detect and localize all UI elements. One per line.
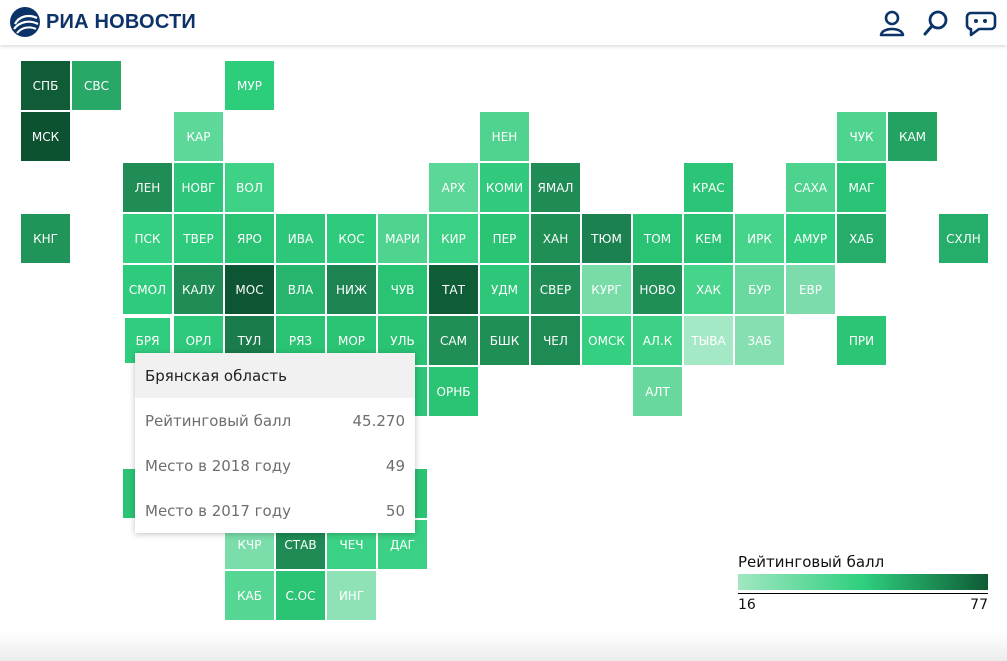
tooltip-label: Рейтинговый балл	[145, 411, 292, 430]
tooltip-label: Место в 2017 году	[145, 501, 291, 520]
region-tile-СВС[interactable]: СВС	[72, 61, 121, 110]
region-tile-МАРИ[interactable]: МАРИ	[378, 214, 427, 263]
bottom-fade	[0, 631, 1007, 661]
region-tile-ЧУК[interactable]: ЧУК	[837, 112, 886, 161]
region-tile-КНГ[interactable]: КНГ	[21, 214, 70, 263]
region-tile-ТАТ[interactable]: ТАТ	[429, 265, 478, 314]
region-tile-ВЛА[interactable]: ВЛА	[276, 265, 325, 314]
region-tile-СВЕР[interactable]: СВЕР	[531, 265, 580, 314]
chat-icon[interactable]	[965, 9, 997, 37]
region-tile-ОРНБ[interactable]: ОРНБ	[429, 367, 478, 416]
region-tile-ИНГ[interactable]: ИНГ	[327, 571, 376, 620]
region-tile-САМ[interactable]: САМ	[429, 316, 478, 365]
tooltip-value: 45.270	[352, 411, 406, 430]
region-tile-КАМ[interactable]: КАМ	[888, 112, 937, 161]
legend-gradient-bar	[738, 574, 988, 590]
region-tile-НОВО[interactable]: НОВО	[633, 265, 682, 314]
region-tile-ЧЕЛ[interactable]: ЧЕЛ	[531, 316, 580, 365]
region-tile-АРХ[interactable]: АРХ	[429, 163, 478, 212]
region-tile-ВОЛ[interactable]: ВОЛ	[225, 163, 274, 212]
region-tile-ЕВР[interactable]: ЕВР	[786, 265, 835, 314]
region-tile-КОМИ[interactable]: КОМИ	[480, 163, 529, 212]
tooltip-row-place-2017: Место в 2017 году 50	[135, 488, 415, 533]
region-tile-ИРК[interactable]: ИРК	[735, 214, 784, 263]
region-tile-ЛЕН[interactable]: ЛЕН	[123, 163, 172, 212]
region-tile-НИЖ[interactable]: НИЖ	[327, 265, 376, 314]
region-tile-СХЛН[interactable]: СХЛН	[939, 214, 988, 263]
tooltip-label: Место в 2018 году	[145, 456, 291, 475]
region-tile-МОС[interactable]: МОС	[225, 265, 274, 314]
region-tile-ХАК[interactable]: ХАК	[684, 265, 733, 314]
user-icon[interactable]	[878, 9, 906, 37]
region-tile-ХАН[interactable]: ХАН	[531, 214, 580, 263]
region-tile-ПРИ[interactable]: ПРИ	[837, 316, 886, 365]
region-tile-ЯРО[interactable]: ЯРО	[225, 214, 274, 263]
legend-title: Рейтинговый балл	[738, 553, 885, 571]
region-tile-АЛТ[interactable]: АЛТ	[633, 367, 682, 416]
region-tile-НЕН[interactable]: НЕН	[480, 112, 529, 161]
region-tile-КАБ[interactable]: КАБ	[225, 571, 274, 620]
region-tile-ЯМАЛ[interactable]: ЯМАЛ	[531, 163, 580, 212]
region-tile-КИР[interactable]: КИР	[429, 214, 478, 263]
region-tile-КЕМ[interactable]: КЕМ	[684, 214, 733, 263]
tooltip-row-place-2018: Место в 2018 году 49	[135, 443, 415, 488]
region-tile-АЛ.К[interactable]: АЛ.К	[633, 316, 682, 365]
brand-name: РИА НОВОСТИ	[46, 10, 196, 33]
site-header: РИА НОВОСТИ	[0, 0, 1007, 45]
region-tile-МАГ[interactable]: МАГ	[837, 163, 886, 212]
region-tile-МУР[interactable]: МУР	[225, 61, 274, 110]
region-tile-ОМСК[interactable]: ОМСК	[582, 316, 631, 365]
legend-max: 77	[970, 597, 988, 613]
region-tile-САХА[interactable]: САХА	[786, 163, 835, 212]
region-tile-ТВЕР[interactable]: ТВЕР	[174, 214, 223, 263]
search-icon[interactable]	[922, 9, 950, 37]
region-tile-ПЕР[interactable]: ПЕР	[480, 214, 529, 263]
region-tile-ТЮМ[interactable]: ТЮМ	[582, 214, 631, 263]
region-tile-ПСК[interactable]: ПСК	[123, 214, 172, 263]
region-tile-БШК[interactable]: БШК	[480, 316, 529, 365]
region-tile-КАЛУ[interactable]: КАЛУ	[174, 265, 223, 314]
region-tile-УДМ[interactable]: УДМ	[480, 265, 529, 314]
region-tile-ИВА[interactable]: ИВА	[276, 214, 325, 263]
tooltip-value: 50	[385, 501, 405, 520]
region-tile-КРАС[interactable]: КРАС	[684, 163, 733, 212]
region-tile-С.ОС[interactable]: С.ОС	[276, 571, 325, 620]
ria-logo[interactable]: РИА НОВОСТИ	[9, 6, 196, 38]
region-tile-АМУР[interactable]: АМУР	[786, 214, 835, 263]
region-tile-ЧУВ[interactable]: ЧУВ	[378, 265, 427, 314]
region-tile-МСК[interactable]: МСК	[21, 112, 70, 161]
region-tile-НОВГ[interactable]: НОВГ	[174, 163, 223, 212]
legend-scale: 16 77	[738, 593, 988, 613]
ria-globe-icon	[10, 7, 40, 37]
legend-min: 16	[738, 597, 756, 613]
region-tile-КАР[interactable]: КАР	[174, 112, 223, 161]
tooltip-title: Брянская область	[135, 353, 415, 398]
color-legend: Рейтинговый балл 16 77	[738, 552, 988, 613]
region-tooltip: Брянская область Рейтинговый балл 45.270…	[135, 353, 415, 533]
region-tile-СПБ[interactable]: СПБ	[21, 61, 70, 110]
region-tile-БУР[interactable]: БУР	[735, 265, 784, 314]
region-tile-ТОМ[interactable]: ТОМ	[633, 214, 682, 263]
tooltip-value: 49	[385, 456, 405, 475]
tooltip-row-score: Рейтинговый балл 45.270	[135, 398, 415, 443]
region-tile-ЗАБ[interactable]: ЗАБ	[735, 316, 784, 365]
region-tile-ТЫВА[interactable]: ТЫВА	[684, 316, 733, 365]
region-tile-КОС[interactable]: КОС	[327, 214, 376, 263]
region-tile-ХАБ[interactable]: ХАБ	[837, 214, 886, 263]
region-tile-КУРГ[interactable]: КУРГ	[582, 265, 631, 314]
region-tile-СМОЛ[interactable]: СМОЛ	[123, 265, 172, 314]
